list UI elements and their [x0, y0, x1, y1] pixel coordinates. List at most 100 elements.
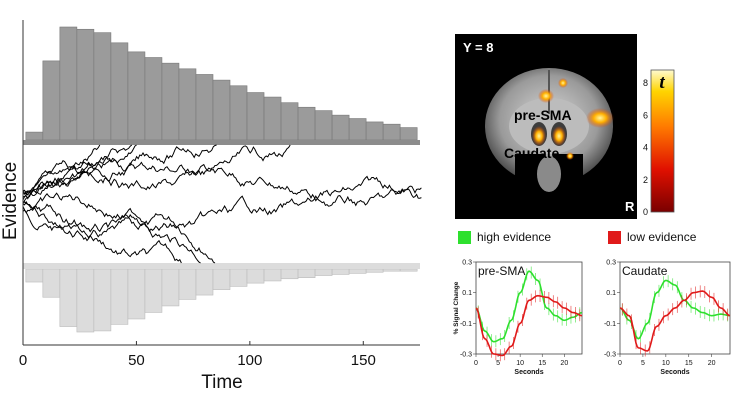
activation-blob — [552, 126, 566, 146]
x-axis-label: Time — [201, 372, 243, 393]
legend-label-low: low evidence — [627, 230, 697, 244]
lower-bar — [93, 268, 112, 332]
evidence-paths — [22, 144, 422, 264]
series-line — [475, 294, 583, 357]
lower-bar — [42, 268, 61, 298]
upper-bar — [59, 26, 78, 141]
upper-bar — [229, 85, 248, 141]
evidence-path — [22, 209, 216, 264]
colorbar-tick-label: 2 — [643, 175, 648, 185]
upper-bar — [127, 51, 146, 141]
upper-bar — [42, 60, 61, 141]
evidence-path — [22, 160, 422, 202]
legend-swatch-low — [608, 230, 621, 244]
upper-bar — [297, 106, 316, 141]
upper-bar — [365, 121, 384, 141]
x-ticks: 0 50 100 150 — [19, 341, 376, 369]
activation-blob — [566, 152, 574, 160]
y-tick-label: 0.3 — [462, 260, 472, 267]
white-matter — [509, 98, 589, 154]
lower-bar — [314, 268, 333, 276]
evidence-path — [22, 144, 291, 196]
y-tick-label: 0.1 — [606, 290, 616, 297]
lower-bar — [25, 268, 44, 283]
lower-bar — [178, 268, 197, 300]
slice-label: Y = 8 — [463, 40, 493, 55]
lower-bar — [127, 268, 146, 320]
x-tick-label: 20 — [560, 360, 568, 367]
lower-bar — [399, 268, 418, 272]
x-tick-label: 100 — [237, 352, 262, 369]
activation-blob — [586, 108, 614, 128]
upper-bar — [195, 74, 214, 141]
upper-bar — [144, 57, 163, 141]
y-tick-label: -0.1 — [460, 321, 472, 328]
colorbar-tick-label: 4 — [643, 143, 648, 153]
plot-title: pre-SMA — [478, 264, 525, 278]
x-tick-label: 20 — [708, 360, 716, 367]
activation-blob — [532, 126, 546, 146]
lower-bar — [331, 268, 350, 275]
lower-bar — [59, 268, 78, 327]
colorbar-label: t — [659, 72, 665, 93]
lower-bar — [229, 268, 248, 287]
x-tick-label: 0 — [19, 352, 27, 369]
y-tick-label: 0.3 — [606, 260, 616, 267]
upper-bar — [331, 114, 350, 141]
upper-bar — [348, 118, 367, 141]
colorbar: 0 2 4 6 8 t — [643, 69, 675, 217]
evidence-path — [22, 144, 101, 200]
caudate-label: Caudate — [504, 145, 559, 161]
brainstem — [537, 156, 561, 192]
x-tick-label: 15 — [538, 360, 546, 367]
side-label: R — [625, 199, 635, 214]
upper-bar — [161, 62, 180, 141]
x-axis-label: Seconds — [660, 369, 689, 376]
series-line — [475, 270, 583, 343]
upper-bar — [382, 123, 401, 141]
evidence-path — [22, 188, 422, 233]
presma-label: pre-SMA — [514, 107, 572, 123]
x-tick-label: 5 — [641, 360, 645, 367]
x-tick-label: 10 — [516, 360, 524, 367]
lower-histogram — [25, 268, 418, 333]
upper-bar — [110, 42, 129, 141]
upper-bound-bar — [23, 140, 420, 145]
x-tick-label: 150 — [351, 352, 376, 369]
evidence-path — [22, 203, 182, 264]
x-tick-label: 50 — [128, 352, 145, 369]
legend-high: high evidence — [458, 230, 551, 244]
x-axis-label: Seconds — [514, 369, 543, 376]
evidence-path — [22, 200, 201, 264]
y-tick-label: -0.3 — [460, 352, 472, 359]
plot-title: Caudate — [622, 264, 668, 278]
x-tick-label: 0 — [618, 360, 622, 367]
colorbar-ticks: 0 2 4 6 8 — [643, 78, 648, 217]
lower-bar — [297, 268, 316, 278]
colorbar-tick-label: 8 — [643, 78, 648, 88]
legend-label-high: high evidence — [477, 230, 552, 244]
y-axis-label: % Signal Change — [453, 281, 460, 334]
evidence-path — [22, 144, 133, 204]
y-tick-label: 0.1 — [462, 290, 472, 297]
upper-bar — [314, 110, 333, 141]
caudate-timecourse: 0 5 10 15 20 0.3 0.1 -0.1 -0.3 Seconds Caudate — [604, 260, 731, 376]
evidence-chart: 0 50 100 150 Evidence Time — [0, 20, 422, 393]
upper-bar — [76, 28, 95, 141]
x-tick-label: 15 — [685, 360, 693, 367]
lower-bound-bar — [23, 263, 420, 269]
upper-bar — [178, 68, 197, 141]
series-line — [619, 279, 731, 340]
colorbar-tick-label: 6 — [643, 110, 648, 120]
upper-bar — [280, 102, 299, 141]
colorbar-gradient — [650, 69, 675, 213]
upper-bar — [246, 92, 265, 141]
series-line — [619, 290, 731, 352]
upper-bar — [93, 32, 112, 141]
upper-bar — [25, 131, 44, 141]
colorbar-tick-label: 0 — [643, 207, 648, 217]
y-axis-label: Evidence — [0, 162, 21, 240]
upper-histogram — [25, 26, 418, 141]
y-tick-label: -0.1 — [604, 321, 616, 328]
